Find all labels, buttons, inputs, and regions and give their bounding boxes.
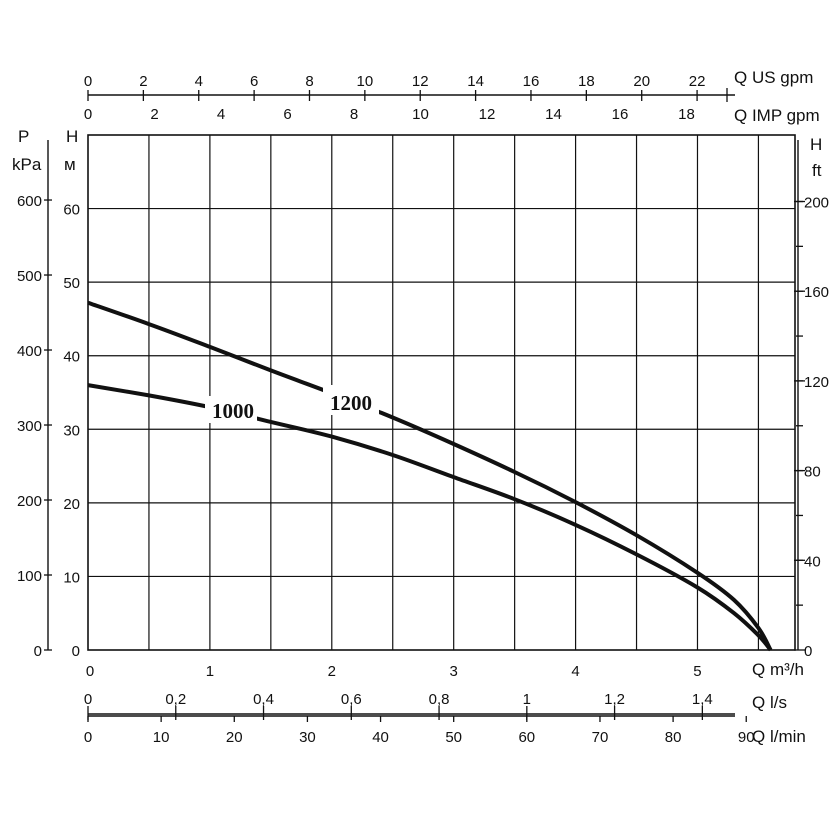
curve-1000	[87, 383, 773, 652]
tick-label-m: 50	[63, 275, 80, 292]
tick-label-ls: 1,4	[692, 691, 713, 708]
tick-label-us-gpm: 6	[250, 73, 258, 90]
tick-label-us-gpm: 18	[578, 73, 595, 90]
tick-label-kpa: 100	[17, 568, 42, 585]
tick-label-m3h: 5	[693, 663, 701, 680]
tick-label-us-gpm: 12	[412, 73, 429, 90]
tick-label-lmin: 40	[372, 729, 389, 746]
tick-label-m: 10	[63, 569, 80, 586]
tick-label-ls: 0,4	[253, 691, 274, 708]
tick-label-us-gpm: 8	[305, 73, 313, 90]
tick-label-lmin: 50	[445, 729, 462, 746]
axis-label-h-right: H	[810, 135, 822, 154]
curves	[87, 300, 773, 652]
tick-label-m3h: 2	[328, 663, 336, 680]
tick-label-imp-gpm: 14	[545, 106, 562, 123]
tick-label-us-gpm: 20	[633, 73, 650, 90]
tick-label-imp-gpm: 12	[479, 106, 496, 123]
tick-label-imp-gpm: 8	[350, 106, 358, 123]
tick-label-us-gpm: 4	[195, 73, 203, 90]
tick-label-lmin: 0	[84, 729, 92, 746]
tick-label-imp-gpm: 2	[150, 106, 158, 123]
axis-label-ls: Q l/s	[752, 693, 787, 712]
tick-label-us-gpm: 10	[357, 73, 374, 90]
tick-label-lmin: 90	[738, 729, 755, 746]
axis-label-p: P	[18, 127, 29, 146]
tick-label-m: 20	[63, 496, 80, 513]
axis-label-us-gpm: Q US gpm	[734, 68, 813, 87]
tick-label-ft: 40	[804, 553, 821, 570]
tick-label-imp-gpm: 6	[283, 106, 291, 123]
tick-label-us-gpm: 22	[689, 73, 706, 90]
tick-label-kpa: 500	[17, 268, 42, 285]
tick-label-m: 0	[72, 643, 80, 660]
axis-label-m: м	[64, 155, 76, 174]
tick-label-lmin: 80	[665, 729, 682, 746]
tick-label-imp-gpm: 16	[612, 106, 629, 123]
curve-label-1200-mask	[323, 385, 379, 415]
axis-label-h-left: H	[66, 127, 78, 146]
tick-label-m: 60	[63, 202, 80, 219]
axis-label-imp-gpm: Q IMP gpm	[734, 106, 820, 125]
curve-label-1200: 1200	[330, 391, 372, 415]
tick-label-ls: 0,2	[165, 691, 186, 708]
tick-label-ft: 120	[804, 374, 829, 391]
curve-label-1000-mask	[205, 396, 257, 423]
tick-label-ls: 0	[84, 691, 92, 708]
axes: 0 1 2 3 4 50 0,2 0,4 0,6 0,8 1 1,2 1,40 10 20 30 40 50 60 7…	[17, 73, 829, 746]
tick-label-imp-gpm: 4	[217, 106, 225, 123]
tick-label-ft: 160	[804, 284, 829, 301]
tick-label-lmin: 70	[592, 729, 609, 746]
tick-label-imp-gpm: 10	[412, 106, 429, 123]
tick-label-kpa: 200	[17, 493, 42, 510]
tick-label-imp-gpm: 0	[84, 106, 92, 123]
tick-label-ls: 1	[523, 691, 531, 708]
tick-label-kpa: 400	[17, 343, 42, 360]
tick-label-ls: 1,2	[604, 691, 625, 708]
plot-frame	[87, 134, 796, 651]
tick-label-m3h: 3	[450, 663, 458, 680]
curve-1200	[87, 300, 773, 651]
tick-label-m: 30	[63, 422, 80, 439]
axis-label-lmin: Q l/min	[752, 727, 806, 746]
tick-label-m3h: 4	[571, 663, 579, 680]
tick-label-us-gpm: 2	[139, 73, 147, 90]
axis-label-ft: ft	[812, 161, 822, 180]
grid	[87, 134, 796, 651]
tick-label-m: 40	[63, 349, 80, 366]
tick-label-imp-gpm: 18	[678, 106, 695, 123]
axis-label-kpa: kPa	[12, 155, 42, 174]
tick-label-m3h: 0	[86, 663, 94, 680]
curve-label-1000: 1000	[212, 399, 254, 423]
tick-label-ft: 200	[804, 195, 829, 212]
tick-label-us-gpm: 16	[523, 73, 540, 90]
tick-label-lmin: 30	[299, 729, 316, 746]
tick-label-ft: 80	[804, 464, 821, 481]
tick-label-m3h: 1	[206, 663, 214, 680]
tick-label-kpa: 0	[34, 643, 42, 660]
tick-label-us-gpm: 0	[84, 73, 92, 90]
tick-label-kpa: 600	[17, 193, 42, 210]
tick-label-lmin: 10	[153, 729, 170, 746]
tick-label-us-gpm: 14	[467, 73, 484, 90]
tick-label-kpa: 300	[17, 418, 42, 435]
tick-label-ls: 0,6	[341, 691, 362, 708]
tick-label-ft: 0	[804, 643, 812, 660]
tick-label-ls: 0,8	[429, 691, 450, 708]
tick-label-lmin: 60	[518, 729, 535, 746]
tick-label-lmin: 20	[226, 729, 243, 746]
axis-label-m3h: Q m³/h	[752, 660, 804, 679]
